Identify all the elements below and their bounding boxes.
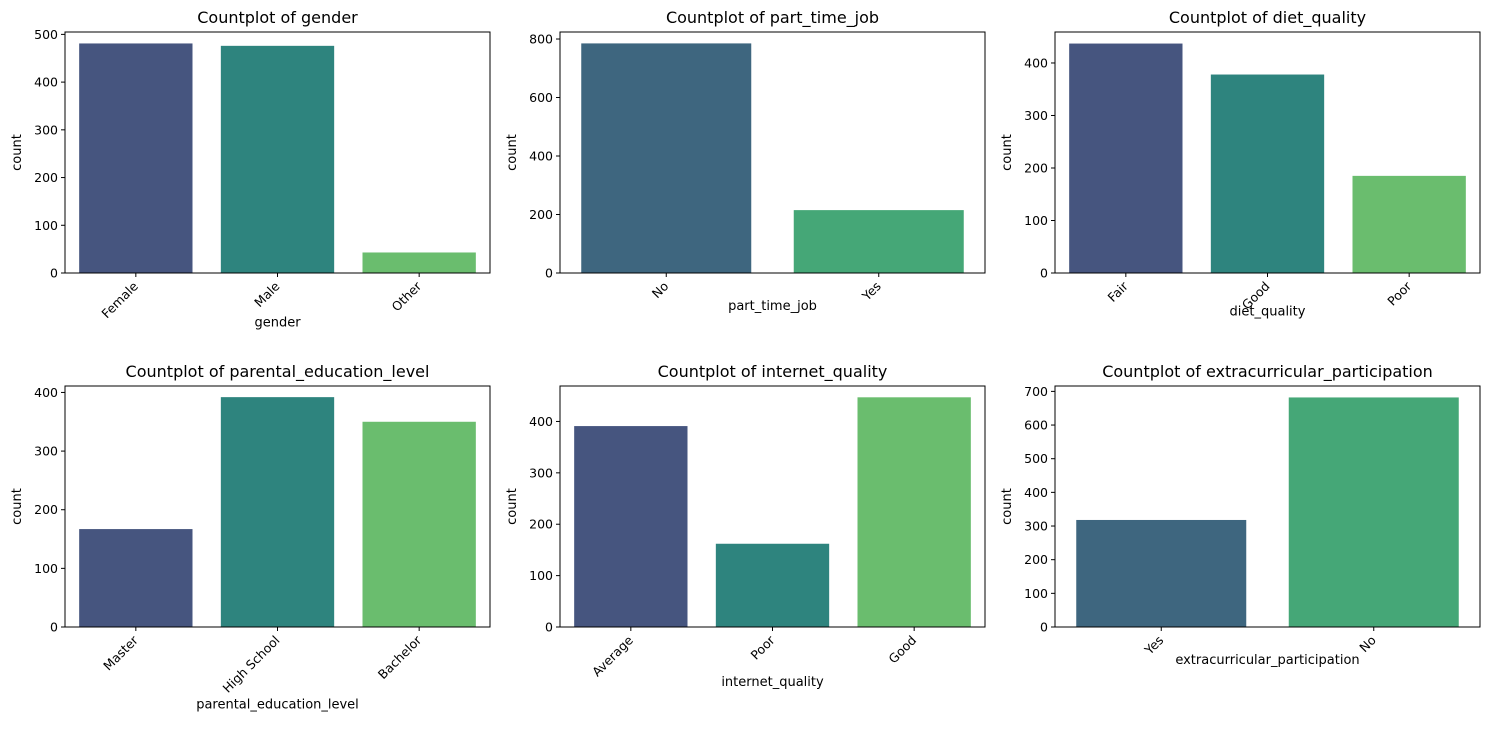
y-tick-label: 200 <box>34 502 58 517</box>
bar-no <box>581 43 752 273</box>
chart-title: Countplot of extracurricular_participati… <box>1102 362 1433 382</box>
y-tick-label: 0 <box>50 266 58 281</box>
x-tick-label: No <box>649 279 672 302</box>
x-tick-label: Average <box>589 632 636 679</box>
x-tick-label: Poor <box>1384 278 1415 309</box>
axes-frame <box>559 31 986 274</box>
chart-title: Countplot of part_time_job <box>666 8 879 28</box>
x-tick-label: Female <box>98 278 141 321</box>
x-tick-label: Other <box>389 278 425 314</box>
bar-bachelor <box>362 421 476 627</box>
subplot-2: 0 200 400 600 800 No Yes Countplot of part_time… <box>505 8 986 314</box>
y-tick-label: 200 <box>34 170 58 185</box>
x-axis-label: part_time_job <box>728 299 817 314</box>
bar-female <box>79 43 193 274</box>
bar-other <box>362 252 476 273</box>
x-axis-label: diet_quality <box>1230 304 1306 319</box>
x-tick-label: Good <box>885 633 919 667</box>
y-tick-label: 400 <box>529 414 553 429</box>
subplot-6: 0 100 200 300 400 500 600 700 Yes No Countplot of … <box>1000 362 1481 668</box>
y-tick-label: 500 <box>34 27 58 42</box>
y-tick-label: 300 <box>34 122 58 137</box>
y-tick-label: 0 <box>1040 620 1048 635</box>
y-tick-label: 200 <box>1024 160 1048 175</box>
x-tick-label: Master <box>100 632 141 673</box>
bar-average <box>574 426 688 627</box>
y-tick-label: 400 <box>529 149 553 164</box>
x-axis-label: gender <box>254 316 301 331</box>
bar-good <box>857 397 971 627</box>
y-tick-label: 100 <box>34 218 58 233</box>
chart-title: Countplot of parental_education_level <box>126 362 430 382</box>
y-tick-label: 0 <box>50 620 58 635</box>
y-axis-label: count <box>10 488 25 525</box>
x-tick-label: Bachelor <box>375 632 425 682</box>
bar-good <box>1210 74 1325 273</box>
y-tick-label: 100 <box>1024 213 1048 228</box>
bar-yes <box>793 210 964 273</box>
subplot-1: 0 100 200 300 400 500 Female Male Other Countplot… <box>10 8 491 331</box>
y-tick-label: 100 <box>34 561 58 576</box>
chart-title: Countplot of diet_quality <box>1169 8 1366 28</box>
y-axis-label: count <box>1000 134 1015 171</box>
bar-master <box>79 529 193 627</box>
x-axis-label: parental_education_level <box>196 698 359 713</box>
bar-male <box>220 45 335 274</box>
y-tick-label: 200 <box>1024 552 1048 567</box>
y-axis-label: count <box>505 134 520 171</box>
y-tick-label: 800 <box>529 32 553 47</box>
subplot-4: 0 100 200 300 400 Master High School Bachelor Co… <box>10 362 491 713</box>
x-tick-label: Male <box>251 278 283 310</box>
y-tick-label: 0 <box>545 266 553 281</box>
y-tick-label: 400 <box>1024 55 1048 70</box>
y-tick-label: 600 <box>529 90 553 105</box>
x-tick-label: Yes <box>1141 633 1167 659</box>
bar-yes <box>1076 519 1247 627</box>
y-tick-label: 300 <box>34 444 58 459</box>
y-tick-label: 500 <box>1024 451 1048 466</box>
x-axis-label: extracurricular_participation <box>1175 653 1359 668</box>
x-tick-label: Yes <box>858 279 884 305</box>
y-axis-label: count <box>10 134 25 171</box>
y-tick-label: 200 <box>529 207 553 222</box>
y-tick-label: 700 <box>1024 384 1048 399</box>
y-tick-label: 400 <box>1024 485 1048 500</box>
bar-poor <box>715 543 830 627</box>
y-axis-label: count <box>505 488 520 525</box>
y-tick-label: 100 <box>1024 586 1048 601</box>
y-tick-label: 400 <box>34 385 58 400</box>
y-axis-label: count <box>1000 488 1015 525</box>
y-tick-label: 300 <box>1024 519 1048 534</box>
bar-no <box>1288 397 1459 627</box>
y-tick-label: 0 <box>1040 266 1048 281</box>
y-tick-label: 400 <box>34 75 58 90</box>
x-tick-label: Poor <box>748 632 779 663</box>
x-tick-label: High School <box>220 633 283 696</box>
y-tick-label: 300 <box>1024 108 1048 123</box>
axes-frame <box>1054 385 1481 628</box>
x-tick-label: Fair <box>1105 278 1132 305</box>
bar-poor <box>1352 175 1466 273</box>
x-tick-label: No <box>1356 633 1379 656</box>
y-tick-label: 300 <box>529 465 553 480</box>
chart-title: Countplot of internet_quality <box>658 362 888 382</box>
y-tick-label: 600 <box>1024 418 1048 433</box>
y-tick-label: 100 <box>529 568 553 583</box>
y-tick-label: 200 <box>529 517 553 532</box>
x-axis-label: internet_quality <box>721 675 824 690</box>
subplot-5: 0 100 200 300 400 Average Poor Good Countplot of… <box>505 362 986 690</box>
bar-fair <box>1069 43 1183 274</box>
y-tick-label: 0 <box>545 620 553 635</box>
chart-title: Countplot of gender <box>197 8 358 27</box>
bar-high-school <box>220 397 335 627</box>
